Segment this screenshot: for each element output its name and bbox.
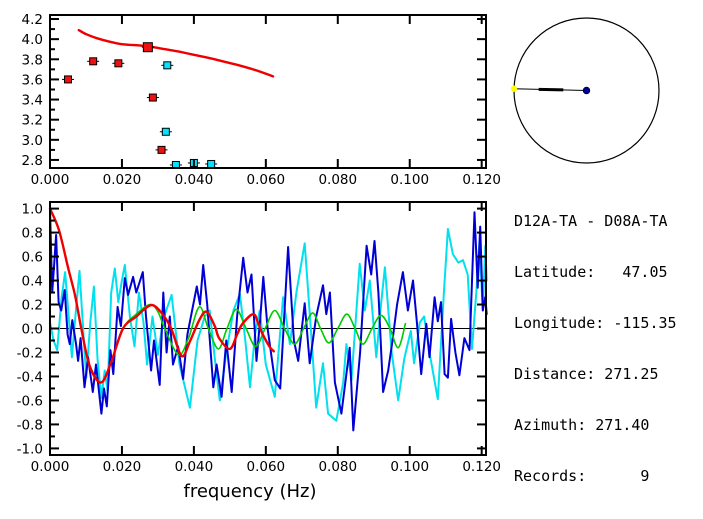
records-line: Records: 9 <box>514 467 650 485</box>
station-info-panel: D12A-TA - D08A-TA Latitude: 47.05 Longit… <box>514 179 677 502</box>
latitude-line: Latitude: 47.05 <box>514 263 668 281</box>
x-tick-label: 0.060 <box>247 459 286 475</box>
plot-frame-0 <box>49 14 487 169</box>
y-tick-label: -0.4 <box>17 369 43 385</box>
y-tick-label: -0.6 <box>17 393 43 409</box>
y-tick-label: 4.2 <box>22 12 43 28</box>
x-tick-label: 0.080 <box>318 459 357 475</box>
distance-line: Distance: 271.25 <box>514 365 659 383</box>
x-tick-label: 0.000 <box>31 172 70 188</box>
x-tick-label: 0.120 <box>462 459 501 475</box>
x-tick-label: 0.100 <box>390 172 429 188</box>
y-tick-label: 3.0 <box>22 133 43 149</box>
dispersion-pick-cyan-marker <box>163 61 172 70</box>
dispersion-pick-cyan-marker <box>161 127 170 136</box>
series-correlation-spectrum-cyan <box>49 228 488 422</box>
y-tick-label: -0.2 <box>17 345 43 361</box>
x-tick-label: 0.000 <box>31 459 70 475</box>
station-center-dot <box>582 86 591 95</box>
y-tick-label: 4.0 <box>22 32 43 48</box>
series-model-spectrum-red <box>48 207 275 384</box>
y-tick-label: 2.8 <box>22 153 43 169</box>
dispersion-pick-red-marker <box>157 145 166 154</box>
series-reference-dispersion-curve <box>77 28 275 78</box>
x-tick-label: 0.040 <box>175 459 214 475</box>
x-tick-label: 0.020 <box>103 459 142 475</box>
x-tick-label: 0.100 <box>390 459 429 475</box>
x-tick-label: 0.120 <box>462 172 501 188</box>
y-tick-label: 3.6 <box>22 72 43 88</box>
dispersion-pick-red-marker <box>148 93 157 102</box>
y-tick-label: -1.0 <box>17 441 43 457</box>
y-tick-label: 0.2 <box>22 298 43 314</box>
y-tick-label: 0.4 <box>22 274 43 290</box>
x-tick-label: 0.040 <box>175 172 214 188</box>
y-tick-label: 3.4 <box>22 93 43 109</box>
y-tick-label: 0.0 <box>22 322 43 338</box>
y-tick-label: 3.2 <box>22 113 43 129</box>
x-tick-label: 0.060 <box>247 172 286 188</box>
y-tick-label: 0.6 <box>22 250 43 266</box>
dispersion-pick-cyan-marker <box>207 159 216 168</box>
y-tick-label: 3.8 <box>22 52 43 68</box>
dispersion-pick-red-marker <box>63 75 72 84</box>
longitude-line: Longitude: -115.35 <box>514 314 677 332</box>
series-correlation-spectrum-blue <box>49 207 488 432</box>
station-pair-title: D12A-TA - D08A-TA <box>514 212 668 230</box>
dispersion-pick-red-marker <box>114 59 123 68</box>
x-tick-label: 0.020 <box>103 172 142 188</box>
azimuth-line: Azimuth: 271.40 <box>514 416 650 434</box>
x-axis-title: frequency (Hz) <box>183 481 316 502</box>
y-tick-label: 1.0 <box>22 202 43 218</box>
azimuth-pointer-bar <box>538 87 564 92</box>
dispersion-pick-red-marker <box>142 42 153 53</box>
azimuth-direction-dot <box>510 85 518 92</box>
y-tick-label: 0.8 <box>22 226 43 242</box>
dispersion-pick-red-marker <box>89 57 98 66</box>
x-tick-label: 0.080 <box>318 172 357 188</box>
y-tick-label: -0.8 <box>17 417 43 433</box>
